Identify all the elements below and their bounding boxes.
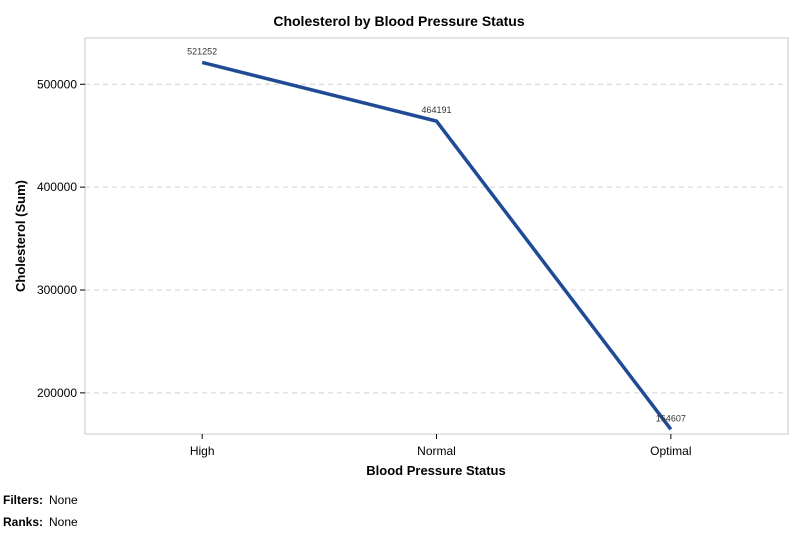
y-tick-label: 500000 — [37, 77, 77, 91]
ranks-line: Ranks: None — [3, 515, 78, 529]
filters-value: None — [49, 493, 78, 507]
chart-title: Cholesterol by Blood Pressure Status — [273, 13, 524, 29]
data-labels: 521252 464191 164607 — [187, 46, 686, 423]
line-chart: Cholesterol by Blood Pressure Status 200… — [13, 13, 789, 478]
data-label: 521252 — [187, 46, 217, 56]
x-tick-label: High — [190, 444, 215, 458]
y-axis-title: Cholesterol (Sum) — [13, 180, 28, 292]
ranks-key: Ranks: — [3, 515, 44, 529]
x-axis-ticks: High Normal Optimal — [190, 434, 692, 458]
filters-line: Filters: None — [3, 493, 78, 507]
y-tick-label: 200000 — [37, 386, 77, 400]
series-layer — [201, 60, 673, 431]
plot-area-frame — [84, 37, 789, 435]
x-axis-title: Blood Pressure Status — [366, 463, 505, 478]
grid-lines — [85, 83, 788, 394]
data-label: 164607 — [656, 413, 686, 423]
series-line — [201, 60, 673, 431]
y-axis-ticks: 200000 300000 400000 500000 — [37, 77, 85, 400]
data-label: 464191 — [421, 105, 451, 115]
ranks-value: None — [49, 515, 78, 529]
y-tick-label: 400000 — [37, 180, 77, 194]
x-tick-label: Normal — [417, 444, 456, 458]
x-tick-label: Optimal — [650, 444, 691, 458]
filters-key: Filters: — [3, 493, 44, 507]
y-tick-label: 300000 — [37, 283, 77, 297]
